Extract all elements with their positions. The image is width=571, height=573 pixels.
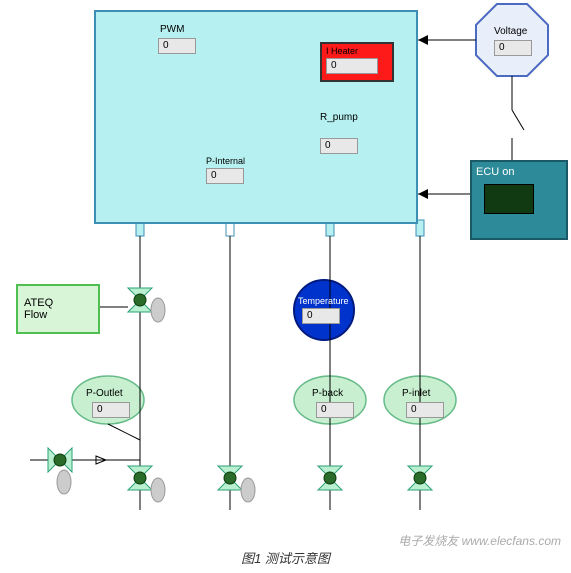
pwm-label: PWM <box>160 24 184 35</box>
ecu-label: ECU on <box>476 166 515 178</box>
heater-value: 0 <box>326 58 378 74</box>
ecu-led <box>484 184 534 214</box>
watermark-text: 电子发烧友 www.elecfans.com <box>398 532 561 549</box>
rpump-label: R_pump <box>320 112 358 123</box>
valve-bottom-4[interactable] <box>324 472 336 484</box>
pback-label: P-back <box>312 388 343 399</box>
temperature-label: Temperature <box>298 296 349 306</box>
voltage-label: Voltage <box>494 26 527 37</box>
rpump-value: 0 <box>320 138 358 154</box>
ateq-label2: Flow <box>24 309 47 321</box>
voltage-value: 0 <box>494 40 532 56</box>
valve-bottom-3[interactable] <box>224 472 236 484</box>
valve-handle-icon <box>57 470 71 494</box>
pinlet-value: 0 <box>406 402 444 418</box>
ateq-flow-box: ATEQ Flow <box>16 284 100 334</box>
valve-bottom-1[interactable] <box>54 454 66 466</box>
pinlet-label: P-inlet <box>402 388 430 399</box>
valve-bottom-5[interactable] <box>414 472 426 484</box>
valve-handle-icon <box>151 478 165 502</box>
temperature-value: 0 <box>302 308 340 324</box>
valve-handle-icon <box>151 298 165 322</box>
pinternal-value: 0 <box>206 168 244 184</box>
pinternal-label: P-Internal <box>206 156 245 166</box>
valve-handle-icon <box>241 478 255 502</box>
pback-value: 0 <box>316 402 354 418</box>
valve-top-1[interactable] <box>134 294 146 306</box>
ecu-box: ECU on <box>470 160 568 240</box>
figure-caption: 图1 测试示意图 <box>0 548 571 567</box>
heater-label: I Heater <box>326 46 396 56</box>
pwm-value: 0 <box>158 38 196 54</box>
poutlet-label: P-Outlet <box>86 388 123 399</box>
valve-bottom-2[interactable] <box>134 472 146 484</box>
ateq-label1: ATEQ <box>24 297 53 309</box>
poutlet-value: 0 <box>92 402 130 418</box>
heater-box: I Heater 0 <box>320 42 394 82</box>
